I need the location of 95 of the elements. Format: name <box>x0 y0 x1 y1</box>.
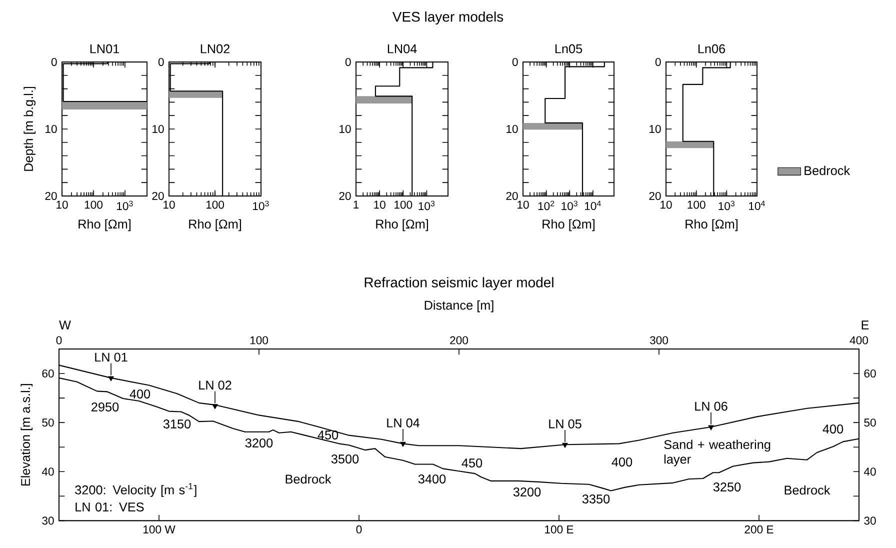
y-tick-label: 0 <box>345 58 351 66</box>
x-tick-label: 1 <box>354 200 359 208</box>
x-tick-label: 10$^{3}$ <box>117 200 133 210</box>
x-axis-title: Rho [Ωm] <box>376 219 428 232</box>
x-tick-label: 10 <box>660 200 672 209</box>
x-tick-label: 10 <box>518 200 529 209</box>
x-tick-label: 10$^{3}$ <box>253 200 269 210</box>
point <box>562 442 568 448</box>
chart-title: VES layer models <box>392 11 504 25</box>
legend-label: Bedrock <box>804 166 850 176</box>
data-label: LN 05 <box>549 419 582 428</box>
x-axis-title: Rho [Ωm] <box>686 219 738 232</box>
x-axis-title: Rho [Ωm] <box>78 219 130 232</box>
x-tick-label: 100 <box>394 200 412 209</box>
y2-tick-label: 60 <box>864 370 876 378</box>
x-tick-label: 100 <box>250 336 268 344</box>
x-tick-label: 10$^{2}$ <box>538 200 554 210</box>
annotation: LN 01: VES <box>76 502 144 512</box>
annotation: 2950 <box>92 402 119 412</box>
annotation: 3500 <box>331 454 359 464</box>
chart-subtitle: LN01 <box>90 44 120 54</box>
text: W <box>59 320 71 330</box>
chart-title: Refraction seismic layer model <box>364 277 554 290</box>
x-tick-label: 10$^{3}$ <box>562 200 578 210</box>
y-tick-label: 10 <box>506 124 518 133</box>
y-tick-label: 0 <box>51 58 57 66</box>
point <box>212 404 218 410</box>
annotation: 3200 <box>513 488 541 496</box>
y-tick-label: 0 <box>158 58 164 66</box>
data-label: LN 04 <box>387 418 420 428</box>
x-axis-title: Rho [Ωm] <box>189 219 241 232</box>
y-tick-label: 20 <box>339 192 351 200</box>
x-tick-label: 10$^{4}$ <box>584 200 601 210</box>
annotation: 3200 <box>245 438 273 448</box>
annotation: 3200: Velocity [m s$^{-1}$] <box>75 483 196 497</box>
chart-subtitle: Ln06 <box>698 44 726 54</box>
annotation: 400 <box>822 424 844 434</box>
x-tick-label: 200 <box>450 336 468 344</box>
x-tick-label: 10$^{4}$ <box>749 200 765 210</box>
y-tick-label: 10 <box>46 124 57 133</box>
annotation: 3150 <box>163 420 191 428</box>
x-tick-label: 100 <box>206 200 224 209</box>
data-label: LN 06 <box>695 402 728 411</box>
chart-subtitle: LN04 <box>388 44 417 54</box>
annotation: 400 <box>612 458 632 466</box>
y-tick-label: 20 <box>649 192 661 200</box>
y-tick-label: 10 <box>340 124 351 133</box>
annotation: 450 <box>318 430 338 440</box>
data-label: LN 02 <box>199 380 232 390</box>
data-label: LN 01 <box>95 352 128 362</box>
point <box>400 442 406 447</box>
x-axis-title: Rho [Ωm] <box>542 219 594 232</box>
annotation: Bedrock <box>784 485 830 495</box>
x-tick-label: 100 <box>84 200 103 209</box>
x2-tick-label: 200 E <box>744 525 774 534</box>
chart-subtitle: LN02 <box>200 44 230 54</box>
annotation: 3400 <box>418 474 446 484</box>
annotation: Bedrock <box>286 474 332 484</box>
annotation: Sand + weathering layer <box>664 440 770 466</box>
x-tick-label: 300 <box>650 336 668 344</box>
text: E <box>862 320 869 330</box>
y-tick-label: 10 <box>152 124 164 133</box>
annotation: 450 <box>462 458 482 468</box>
y-tick-label: 20 <box>45 192 57 200</box>
x-tick-label: 10 <box>374 200 386 209</box>
x-tick-label: 400 <box>850 336 868 344</box>
x-tick-label: 10 <box>164 200 175 209</box>
annotation: 400 <box>130 390 150 398</box>
x-tick-label: 10 <box>56 200 68 209</box>
y-axis-title: Elevation [m a.s.l.] <box>20 384 33 486</box>
y-axis-title: Depth [m b.g.l.] <box>24 86 36 171</box>
y-tick-label: 0 <box>655 58 661 66</box>
y2-tick-label: 40 <box>864 468 876 476</box>
y-tick-label: 0 <box>512 58 518 66</box>
annotation: 3250 <box>713 482 741 492</box>
y-tick-label: 50 <box>42 418 54 427</box>
y-tick-label: 10 <box>650 124 661 133</box>
y-tick-label: 20 <box>506 192 518 200</box>
y2-tick-label: 30 <box>864 516 876 525</box>
y-tick-label: 20 <box>152 192 164 200</box>
point <box>108 376 114 382</box>
x-tick-label: 10$^{3}$ <box>718 200 734 210</box>
x-tick-label: 10$^{3}$ <box>418 200 435 210</box>
y2-tick-label: 50 <box>864 418 876 427</box>
x2-tick-label: 0 <box>356 525 362 534</box>
point <box>708 425 714 430</box>
y-tick-label: 30 <box>42 516 54 525</box>
x-axis-title: Distance [m] <box>424 300 494 312</box>
x-tick-label: 100 <box>688 200 706 209</box>
y-tick-label: 40 <box>42 468 54 476</box>
annotation: 3350 <box>582 494 610 504</box>
chart-subtitle: Ln05 <box>555 44 582 54</box>
x2-tick-label: 100 W <box>143 525 176 534</box>
y-tick-label: 60 <box>42 370 54 378</box>
x2-tick-label: 100 E <box>545 525 574 534</box>
